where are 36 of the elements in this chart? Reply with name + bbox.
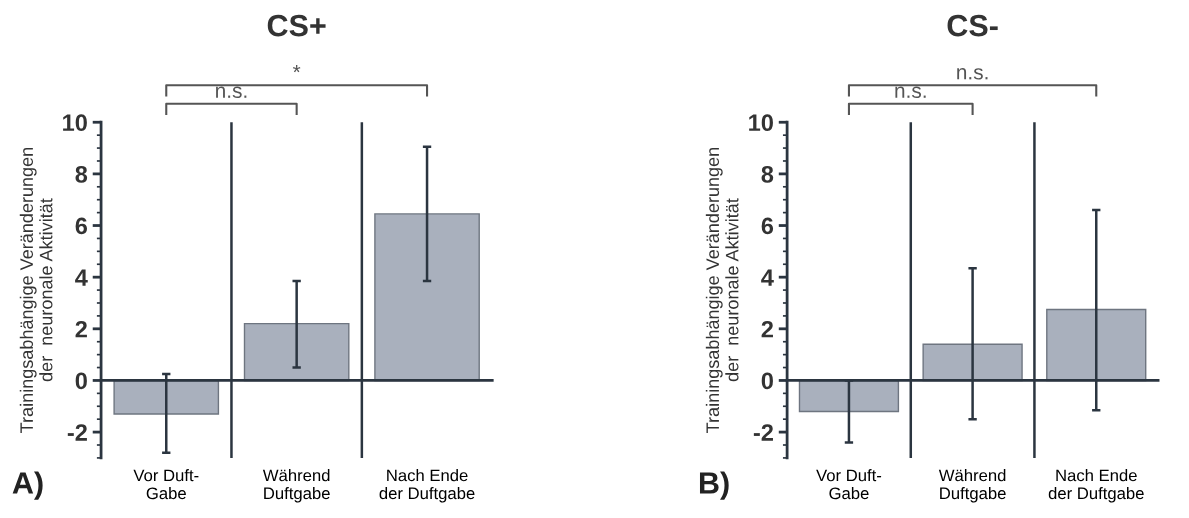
x-tick-label: Nach Ende der Duftgabe bbox=[379, 469, 475, 503]
text: A) bbox=[12, 471, 43, 500]
x-tick-label: Während Duftgabe bbox=[938, 469, 1006, 503]
y-tick-label: 6 bbox=[75, 217, 88, 235]
bar bbox=[922, 343, 1023, 382]
y-tick-label: 8 bbox=[75, 165, 88, 183]
text: n.s. bbox=[895, 86, 926, 98]
text: * bbox=[292, 64, 301, 73]
x-tick-label: Vor Duft- Gabe bbox=[816, 469, 882, 500]
x-tick-label: Während Duftgabe bbox=[262, 469, 330, 503]
y-tick-label: 2 bbox=[761, 320, 773, 338]
y-tick-label: -2 bbox=[67, 424, 87, 441]
y-axis-title: Trainingsabhängige Veränderungen der neuronale Aktivität bbox=[705, 148, 739, 433]
y-tick-label: 2 bbox=[75, 320, 87, 338]
bar bbox=[243, 322, 350, 382]
text: n.s. bbox=[957, 68, 988, 80]
bar bbox=[798, 379, 900, 413]
y-tick-label: 0 bbox=[75, 372, 87, 390]
x-tick-label: Vor Duft- Gabe bbox=[133, 469, 199, 500]
y-tick-label: -2 bbox=[753, 424, 773, 441]
y-tick-label: 0 bbox=[761, 372, 773, 390]
y-tick-label: 10 bbox=[749, 114, 773, 132]
text: B) bbox=[699, 471, 729, 500]
y-tick-label: 4 bbox=[761, 269, 774, 286]
chart-title: CS- bbox=[947, 14, 998, 37]
y-tick-label: 8 bbox=[761, 165, 774, 183]
bar bbox=[1046, 308, 1147, 382]
y-tick-label: 10 bbox=[63, 114, 87, 132]
y-axis-title: Trainingsabhängige Veränderungen der neuronale Aktivität bbox=[19, 148, 53, 433]
x-tick-label: Nach Ende der Duftgabe bbox=[1048, 469, 1144, 503]
bar bbox=[374, 213, 480, 382]
text: n.s. bbox=[216, 86, 247, 98]
y-tick-label: 6 bbox=[761, 217, 774, 235]
bar bbox=[113, 379, 220, 415]
y-tick-label: 4 bbox=[75, 269, 88, 286]
chart-title: CS+ bbox=[267, 14, 326, 37]
